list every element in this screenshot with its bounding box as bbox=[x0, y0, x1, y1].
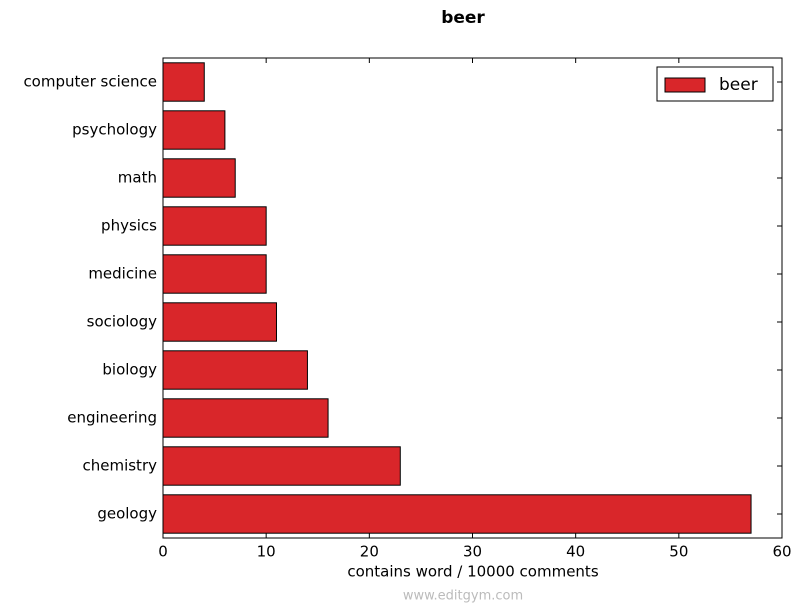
y-tick-label: engineering bbox=[67, 409, 157, 427]
chart-title: beer bbox=[441, 8, 485, 28]
y-tick-label: math bbox=[118, 169, 157, 187]
y-tick-label: chemistry bbox=[82, 457, 157, 475]
x-tick-label: 30 bbox=[463, 543, 482, 561]
bar bbox=[162, 62, 205, 102]
legend-swatch bbox=[664, 77, 706, 93]
x-tick-label: 0 bbox=[158, 543, 168, 561]
legend-label: beer bbox=[719, 75, 758, 95]
bar bbox=[162, 446, 401, 486]
bar bbox=[162, 110, 226, 150]
y-tick-label: geology bbox=[97, 505, 157, 523]
y-tick-label: physics bbox=[101, 217, 157, 235]
bar bbox=[162, 398, 329, 438]
y-tick-label: computer science bbox=[23, 73, 157, 91]
x-tick-label: 50 bbox=[669, 543, 688, 561]
x-tick-label: 40 bbox=[566, 543, 585, 561]
legend-box bbox=[656, 66, 774, 102]
bar bbox=[162, 254, 267, 294]
plot-frame bbox=[162, 57, 783, 539]
y-tick-label: medicine bbox=[88, 265, 157, 283]
bar bbox=[162, 494, 752, 534]
bar bbox=[162, 302, 277, 342]
watermark: www.editgym.com bbox=[403, 589, 523, 604]
bar bbox=[162, 158, 236, 198]
x-tick-label: 60 bbox=[772, 543, 791, 561]
bar bbox=[162, 206, 267, 246]
y-tick-label: psychology bbox=[72, 121, 157, 139]
bar bbox=[162, 350, 308, 390]
x-tick-label: 10 bbox=[257, 543, 276, 561]
x-tick-label: 20 bbox=[360, 543, 379, 561]
y-tick-label: biology bbox=[102, 361, 157, 379]
y-tick-label: sociology bbox=[87, 313, 157, 331]
x-axis-label: contains word / 10000 comments bbox=[347, 563, 598, 581]
